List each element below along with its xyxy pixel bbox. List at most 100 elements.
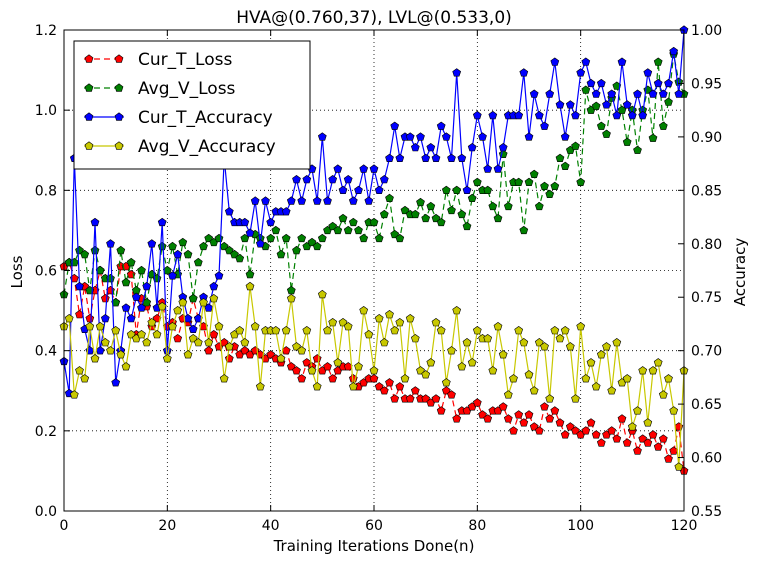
legend: Cur_T_Loss Avg_V_Loss Cur_T_Accuracy Avg_V_…	[73, 40, 311, 170]
data-point	[395, 233, 405, 243]
data-point	[514, 110, 524, 120]
data-point	[369, 374, 379, 383]
data-point	[643, 438, 653, 447]
data-point	[374, 185, 384, 194]
data-point	[545, 414, 555, 423]
data-point	[266, 350, 276, 359]
data-point	[627, 110, 637, 120]
data-point	[653, 358, 663, 367]
data-point	[674, 462, 684, 471]
data-point	[137, 303, 146, 312]
data-point	[524, 370, 534, 379]
data-point	[255, 239, 265, 248]
data-point	[498, 402, 508, 411]
data-point	[658, 121, 668, 130]
data-point	[385, 378, 394, 387]
data-point	[493, 213, 503, 223]
data-point	[483, 164, 493, 173]
y-axis-label-left: Loss	[8, 255, 26, 288]
data-point	[292, 342, 301, 351]
data-point	[519, 68, 529, 77]
data-point	[638, 366, 648, 375]
data-point	[648, 366, 658, 375]
legend-box	[73, 40, 311, 170]
data-point	[323, 326, 332, 335]
y-tick-label-left: 1.0	[35, 103, 57, 119]
data-point	[441, 378, 451, 387]
data-point	[586, 358, 596, 367]
data-point	[540, 181, 549, 190]
data-point	[80, 249, 90, 259]
data-point	[452, 68, 462, 77]
y-tick-label-right: 0.55	[691, 504, 722, 520]
data-point	[297, 374, 307, 383]
data-point	[452, 185, 462, 194]
data-point	[390, 326, 400, 335]
data-point	[431, 318, 441, 327]
data-point	[648, 430, 658, 439]
data-point	[571, 141, 580, 150]
data-point	[488, 201, 498, 211]
data-point	[214, 271, 224, 280]
data-point	[514, 326, 524, 335]
legend-marker	[114, 141, 124, 150]
data-point	[235, 253, 245, 263]
data-point	[111, 378, 121, 387]
data-point	[390, 121, 400, 130]
data-point	[374, 382, 384, 391]
data-point	[188, 324, 198, 334]
data-point	[648, 89, 658, 98]
data-point	[348, 382, 358, 391]
data-point	[173, 334, 183, 343]
y-tick-label-right: 0.65	[691, 397, 722, 413]
data-point	[447, 390, 456, 399]
data-point	[416, 197, 425, 207]
data-point	[75, 366, 84, 375]
data-point	[224, 245, 234, 255]
legend-label: Cur_T_Loss	[138, 50, 232, 70]
data-point	[431, 213, 441, 223]
data-point	[173, 306, 183, 315]
data-point	[369, 217, 379, 227]
x-tick-label: 0	[60, 518, 69, 534]
data-point	[467, 143, 477, 152]
data-point	[483, 414, 493, 423]
data-point	[519, 225, 529, 235]
data-point	[338, 213, 348, 223]
data-point	[168, 241, 177, 251]
data-point	[596, 121, 606, 130]
data-point	[633, 406, 642, 415]
data-point	[312, 196, 322, 205]
data-point	[204, 346, 214, 355]
data-point	[379, 338, 389, 347]
data-point	[498, 350, 508, 359]
data-point	[576, 177, 586, 186]
data-point	[100, 314, 110, 323]
data-point	[457, 362, 467, 371]
y-axis-label-right: Accuracy	[731, 238, 749, 307]
data-point	[622, 438, 632, 447]
y-tick-label-right: 0.80	[691, 237, 722, 253]
data-point	[622, 137, 632, 146]
data-point	[204, 233, 214, 243]
data-point	[519, 418, 529, 427]
data-point	[385, 193, 394, 202]
legend-item: Cur_T_Loss	[84, 50, 232, 70]
data-point	[447, 205, 456, 215]
x-tick-label: 80	[468, 518, 486, 534]
data-point	[302, 175, 312, 184]
data-point	[69, 390, 79, 399]
data-point	[436, 121, 446, 130]
data-point	[199, 298, 208, 307]
data-point	[209, 281, 219, 291]
data-point	[514, 410, 524, 419]
data-point	[653, 78, 663, 88]
data-point	[297, 233, 307, 243]
data-point	[343, 175, 353, 184]
data-point	[276, 249, 286, 259]
data-point	[240, 338, 250, 347]
data-point	[612, 434, 622, 443]
data-point	[664, 454, 673, 463]
data-point	[328, 221, 338, 231]
legend-item: Avg_V_Loss	[84, 79, 236, 99]
